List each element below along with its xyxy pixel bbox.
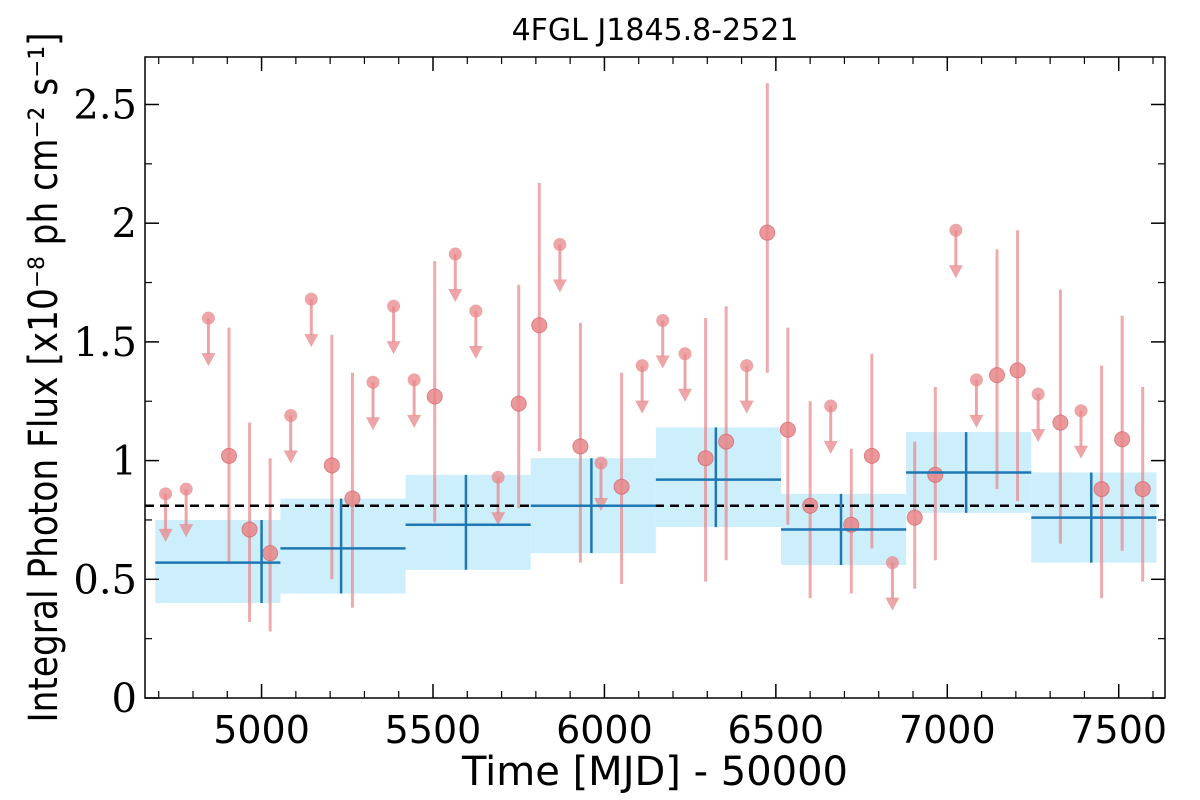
- long-bin-bands: [155, 427, 1157, 604]
- upper-limit-arrow-head: [201, 353, 216, 367]
- y-tick-label: 1.5: [73, 320, 137, 366]
- upper-limit-arrow-head: [179, 524, 194, 538]
- y-tick-label: 0.5: [73, 557, 137, 603]
- upper-limit-marker: [448, 247, 462, 261]
- short-bin-point: [759, 224, 776, 241]
- x-tick-label: 5500: [385, 708, 482, 752]
- upper-limit-arrow-head: [969, 414, 984, 428]
- x-tick-label: 6000: [556, 708, 653, 752]
- upper-limit-marker: [553, 238, 567, 252]
- upper-limit-arrow-head: [283, 450, 298, 464]
- upper-limit-marker: [656, 314, 670, 328]
- upper-limit-arrow-head: [635, 400, 650, 414]
- upper-limit-arrow-head: [678, 388, 692, 402]
- y-tick-label: 2.5: [73, 82, 137, 128]
- short-bin-point: [1009, 362, 1026, 379]
- short-bin-point: [697, 450, 714, 467]
- upper-limit-marker: [304, 292, 318, 306]
- short-bin-point: [613, 478, 630, 495]
- y-tick-label: 2: [112, 201, 137, 247]
- short-bin-point: [221, 447, 237, 464]
- short-bin-point: [718, 433, 735, 450]
- short-bin-point: [241, 521, 258, 538]
- short-bin-point: [323, 457, 340, 474]
- upper-limit-arrow-head: [1074, 445, 1088, 459]
- short-bin-point: [262, 545, 279, 562]
- upper-limit-arrow-head: [491, 512, 506, 526]
- short-bin-point: [572, 438, 589, 455]
- upper-limit-marker: [469, 304, 483, 318]
- upper-limit-arrow-head: [655, 355, 670, 369]
- short-bin-point: [1114, 431, 1131, 448]
- upper-limit-marker: [824, 399, 838, 413]
- upper-limit-arrow-head: [366, 417, 380, 431]
- plot-frame: [144, 56, 1166, 699]
- long-bin-points: [155, 427, 1157, 604]
- short-bin-point: [426, 388, 443, 405]
- y-tick-label: 1: [112, 439, 137, 485]
- upper-limit-arrow-head: [948, 265, 963, 279]
- y-tick-label: 0: [112, 676, 137, 722]
- upper-limit-marker: [678, 347, 692, 361]
- upper-limit-arrow-head: [407, 414, 422, 428]
- long-bin-band: [280, 498, 406, 594]
- upper-limit-marker: [1074, 404, 1088, 418]
- upper-limit-arrow-head: [552, 279, 567, 293]
- chart-title: 4FGL J1845.8-2521: [512, 13, 799, 48]
- short-bin-point: [779, 421, 796, 438]
- short-bin-point: [1134, 481, 1151, 498]
- upper-limit-marker: [885, 556, 899, 570]
- upper-limit-arrow-head: [448, 289, 463, 303]
- short-bin-point: [989, 367, 1005, 384]
- upper-limit-arrow-head: [386, 341, 401, 355]
- short-bin-point: [863, 447, 880, 464]
- upper-limit-marker: [179, 482, 193, 496]
- upper-limit-arrow-head: [468, 346, 483, 360]
- upper-limit-arrow-head: [739, 400, 754, 414]
- upper-limit-marker: [949, 223, 963, 237]
- short-bin-point: [906, 509, 923, 526]
- short-bin-point: [344, 490, 361, 507]
- upper-limit-marker: [635, 359, 649, 373]
- upper-limit-marker: [1031, 387, 1045, 401]
- upper-limit-arrow-head: [823, 440, 838, 454]
- upper-limit-marker: [491, 470, 505, 484]
- upper-limit-marker: [159, 487, 173, 501]
- upper-limit-marker: [594, 456, 608, 470]
- x-tick-label: 7000: [899, 708, 996, 752]
- upper-limit-arrow-head: [158, 528, 173, 542]
- long-bin-band: [405, 474, 531, 570]
- short-bin-point: [1093, 481, 1110, 498]
- short-bin-point: [927, 466, 944, 483]
- upper-limit-marker: [387, 299, 401, 313]
- upper-limit-marker: [740, 359, 754, 373]
- x-tick-label: 7500: [1070, 708, 1167, 752]
- x-tick-label: 5000: [213, 708, 310, 752]
- upper-limit-marker: [201, 311, 215, 325]
- y-axis-label: Integral Photon Flux [x10⁻⁸ ph cm⁻² s⁻¹]: [21, 33, 67, 723]
- upper-limit-arrow-head: [1031, 429, 1046, 443]
- upper-limit-marker: [366, 375, 380, 389]
- upper-limit-arrow-head: [885, 597, 900, 611]
- short-bin-point: [531, 317, 548, 334]
- short-bin-point: [510, 395, 527, 412]
- x-tick-label: 6500: [727, 708, 824, 752]
- upper-limit-marker: [407, 373, 421, 387]
- upper-limit-marker: [284, 408, 298, 422]
- x-axis-label: Time [MJD] - 50000: [461, 749, 848, 795]
- upper-limit-marker: [969, 373, 983, 387]
- short-bin-points: [158, 83, 1151, 632]
- short-bin-point: [1052, 414, 1069, 431]
- upper-limit-arrow-head: [304, 334, 319, 348]
- long-bin-band: [655, 427, 781, 528]
- axis-ticks: 5000 5500 6000 6500 7000 7500 0 0.5 1 1.5 2 2.5: [73, 57, 1167, 752]
